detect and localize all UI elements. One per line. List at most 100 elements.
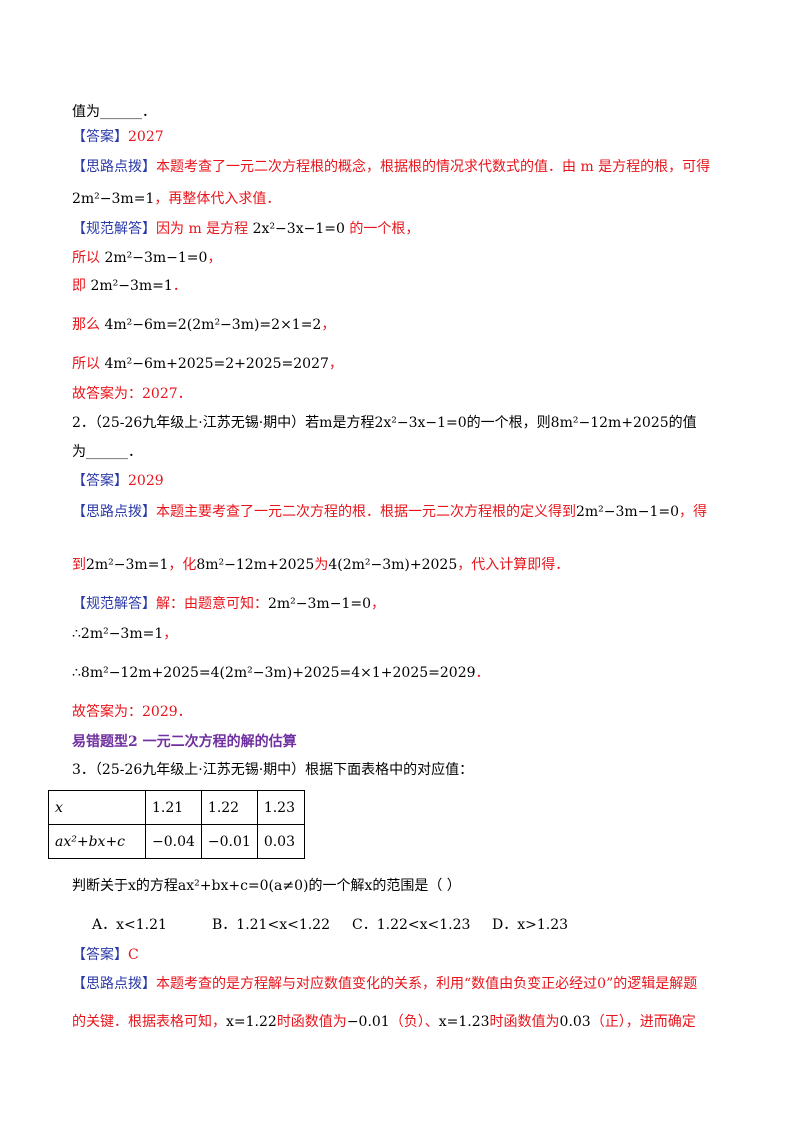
text-line: 【答案】2027 [72,127,164,147]
text-run: 2x²−3x−1=0 [252,221,345,237]
text-line: 的关键．根据表格可知，x=1.22时函数值为−0.01（负）、x=1.23时函数… [72,1012,696,1032]
text-run: 那么 [72,317,105,333]
table-cell: 1.21 [145,790,202,825]
text-run: 时函数值为 [276,1014,347,1030]
text-run: ∴8m²−12m+2025=4(2m²−3m)+2025=4×1+2025=20… [72,665,476,681]
text-run: 所以 [72,356,105,372]
answer-option: A．x<1.21 [92,917,167,933]
answer-option: B．1.21<x<1.22 [212,917,330,933]
text-run: ， [328,356,343,372]
table-row: ax²+bx+c −0.04 −0.01 0.03 [48,824,305,859]
text-run: 2m²−3m=1 [86,557,169,573]
text-run: 故答案为：2029． [72,704,192,720]
text-run: 【答案】 [72,473,128,489]
text-run: 0.03 [559,1014,591,1030]
text-run: 3．（25-26九年级上·江苏无锡·期中）根据下面表格中的对应值： [72,762,474,778]
text-run: 所以 [72,250,105,266]
text-run: ， [207,250,222,266]
text-run: 【规范解答】 [72,221,156,237]
text-run: ， [163,626,178,642]
text-run: 2m²−3m=1 [72,191,155,207]
text-run: 易错题型2 一元二次方程的解的估算 [72,734,297,750]
text-line: ∴2m²−3m=1， [72,624,177,644]
text-run: 2m²−3m=1 [90,278,173,294]
table-cell: x [48,790,146,825]
text-line: ∴8m²−12m+2025=4(2m²−3m)+2025=4×1+2025=20… [72,663,490,683]
text-line: 易错题型2 一元二次方程的解的估算 [72,732,297,752]
text-run: 4m²−6m=2(2m²−3m)=2×1=2 [104,317,322,333]
text-run: ． [475,665,490,681]
text-run: （负）、 [389,1014,439,1030]
text-run: 判断关于x的方程ax²+bx+c=0(a≠0)的一个解x的范围是（ ） [72,878,461,894]
text-line: 【思路点拨】本题考查了一元二次方程根的概念，根据根的情况求代数式的值．由 m 是… [72,157,710,177]
text-run: ∴2m²−3m=1 [72,626,164,642]
text-run: ，得 [678,504,707,520]
table-cell: −0.04 [145,824,202,859]
text-run: 【思路点拨】 [72,159,156,175]
text-run: 【答案】 [72,947,128,963]
text-line: 那么 4m²−6m=2(2m²−3m)=2×1=2， [72,315,335,335]
text-run: ，化 [168,557,197,573]
text-run: 2m²−3m−1=0 [104,250,208,266]
text-run: 【规范解答】 [72,596,156,612]
text-line: 到2m²−3m=1，化8m²−12m+2025为4(2m²−3m)+2025，代… [72,555,569,575]
text-run: ． [172,278,187,294]
text-run: 故答案为：2027． [72,386,192,402]
text-run: x=1.22 [226,1014,277,1030]
text-run: 2m²−3m−1=0 [576,504,679,520]
answer-option: C．1.22<x<1.23 [352,917,471,933]
data-table: x 1.21 1.22 1.23 ax²+bx+c −0.04 −0.01 0.03 [48,790,305,859]
text-line: 为______． [72,442,142,462]
table-cell: 0.03 [256,824,305,859]
text-run: 4m²−6m+2025=2+2025=2027 [104,356,329,372]
text-line: 【思路点拨】本题主要考查了一元二次方程的根．根据一元二次方程根的定义得到2m²−… [72,502,707,522]
text-line: 故答案为：2029． [72,702,192,722]
text-run: 为 [314,557,329,573]
text-run: 的一个根， [344,221,420,237]
table-cell: ax²+bx+c [48,824,146,859]
text-run: 2027 [128,129,164,145]
text-run: 本题考查的是方程解与对应数值变化的关系，利用“数值由负变正必经过0”的逻辑是解题 [156,976,698,992]
text-run: （正），进而确定 [590,1014,696,1030]
text-run: 2m²−3m−1=0 [268,596,371,612]
text-line: 【思路点拨】本题考查的是方程解与对应数值变化的关系，利用“数值由负变正必经过0”… [72,974,697,994]
text-run: C [128,947,139,963]
table-row: x 1.21 1.22 1.23 [48,790,305,825]
text-run: ， [370,596,385,612]
text-run: x=1.23 [438,1014,490,1030]
text-line: 【答案】2029 [72,471,164,491]
text-line: 2．（25-26九年级上·江苏无锡·期中）若m是方程2x²−3x−1=0的一个根… [72,413,697,433]
text-run: 【思路点拨】 [72,504,156,520]
text-line: 3．（25-26九年级上·江苏无锡·期中）根据下面表格中的对应值： [72,760,473,780]
text-run: 时函数值为 [489,1014,560,1030]
text-line: 即 2m²−3m=1． [72,276,187,296]
text-run: 本题考查了一元二次方程根的概念，根据根的情况求代数式的值．由 m 是方程的根，可… [156,159,711,175]
text-line: 【答案】C [72,945,139,965]
table-cell: −0.01 [200,824,258,859]
text-run: −0.01 [346,1014,390,1030]
text-run: 4(2m²−3m)+2025 [328,557,458,573]
text-run: 本题主要考查了一元二次方程的根．根据一元二次方程根的定义得到 [156,504,576,520]
text-line: 【规范解答】解：由题意可知：2m²−3m−1=0， [72,594,385,614]
text-line: 2m²−3m=1，再整体代入求值． [72,189,280,209]
text-run: ，再整体代入求值． [154,191,281,207]
text-run: 值为______． [72,104,156,120]
text-run: ，代入计算即得． [457,557,570,573]
text-run: 【思路点拨】 [72,976,156,992]
text-run: 即 [72,278,91,294]
table-cell: 1.22 [200,790,258,825]
text-run: 2029 [128,473,164,489]
text-run: 因为 m 是方程 [156,221,253,237]
text-run: 解：由题意可知： [156,596,268,612]
answer-option: D．x>1.23 [492,917,569,933]
text-line: 所以 4m²−6m+2025=2+2025=2027， [72,354,343,374]
text-run: 2．（25-26九年级上·江苏无锡·期中）若m是方程2x²−3x−1=0的一个根… [72,415,697,431]
text-line: 值为______． [72,102,156,122]
text-line: 故答案为：2027． [72,384,192,404]
text-run: 8m²−12m+2025 [196,557,315,573]
text-run: 为______． [72,444,142,460]
text-line: 【规范解答】因为 m 是方程 2x²−3x−1=0 的一个根， [72,219,419,239]
text-run: 的关键．根据表格可知， [72,1014,226,1030]
table-cell: 1.23 [256,790,305,825]
